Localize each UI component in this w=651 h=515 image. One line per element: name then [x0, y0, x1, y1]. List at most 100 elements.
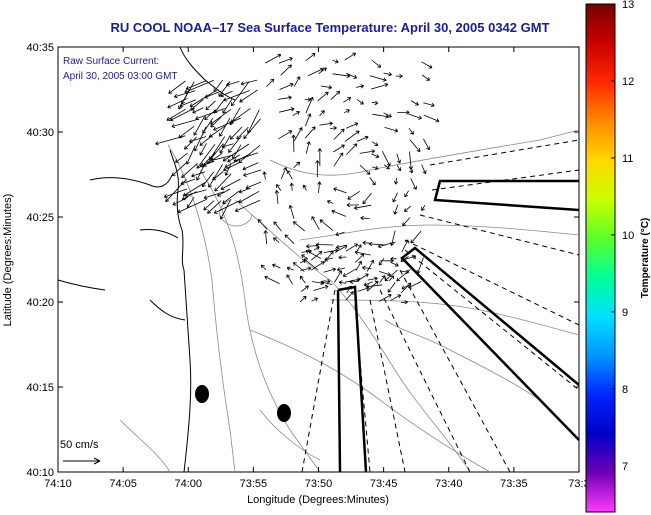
current-vector	[177, 198, 207, 214]
current-vector	[236, 126, 249, 140]
current-vector	[274, 190, 280, 204]
current-vector	[384, 164, 390, 170]
current-vector	[190, 99, 204, 111]
scale-label: 50 cm/s	[60, 439, 99, 451]
current-vector	[201, 171, 214, 188]
y-axis-label: Latitude (Degrees:Minutes)	[2, 194, 14, 327]
current-vector	[221, 143, 234, 149]
radar-beam-outlines	[336, 179, 580, 473]
colorbar-tick-label: 10	[622, 230, 634, 242]
current-vector	[393, 177, 399, 185]
current-vector	[238, 190, 260, 204]
current-vector	[155, 135, 186, 146]
current-vector	[313, 246, 320, 251]
current-vector	[185, 80, 207, 90]
current-vector	[224, 153, 251, 168]
current-vector	[196, 143, 216, 169]
current-vector	[243, 118, 261, 139]
current-vector	[279, 107, 295, 113]
current-vector	[227, 154, 240, 163]
current-vector	[318, 67, 327, 75]
current-vector	[333, 128, 345, 140]
current-vector	[219, 198, 232, 220]
colorbar-tick-label: 11	[622, 153, 633, 165]
current-vector	[371, 100, 379, 106]
current-vector	[212, 171, 224, 181]
colorbar-tick-label: 12	[622, 76, 634, 88]
current-vector	[230, 108, 251, 124]
current-vector	[213, 79, 223, 93]
current-vector	[264, 275, 280, 284]
current-vector	[301, 285, 309, 292]
current-vector	[179, 99, 196, 108]
current-vector	[366, 280, 379, 292]
current-vector	[207, 200, 222, 214]
y-tick-label: 40:35	[26, 42, 54, 54]
current-vector	[346, 202, 360, 208]
current-vector	[377, 241, 396, 249]
current-vector	[317, 91, 329, 102]
current-vector	[311, 216, 320, 230]
current-vector	[402, 217, 411, 227]
current-vector	[208, 164, 223, 188]
colorbar-tick-label: 9	[622, 307, 628, 319]
current-vector	[319, 110, 325, 117]
current-vector	[184, 136, 197, 150]
current-vector	[230, 81, 250, 107]
current-vector	[387, 282, 396, 293]
current-vector	[317, 181, 322, 194]
current-vector	[369, 75, 387, 82]
current-vector	[390, 261, 399, 267]
current-vector	[371, 59, 382, 68]
current-vector	[404, 205, 412, 212]
current-vector	[345, 243, 359, 252]
current-vector	[356, 273, 369, 282]
current-vector	[243, 169, 261, 177]
current-vector	[362, 240, 370, 246]
station-dot	[195, 385, 209, 403]
current-vector	[205, 100, 216, 111]
current-vector	[344, 52, 357, 61]
current-vector	[277, 95, 292, 100]
current-vector	[210, 154, 234, 163]
current-vector	[383, 72, 392, 77]
current-vector	[359, 164, 371, 175]
current-vector	[213, 200, 240, 214]
current-vector	[168, 80, 186, 94]
colorbar-tick-label: 8	[622, 384, 628, 396]
current-vector	[219, 117, 231, 137]
current-vector	[319, 121, 333, 126]
current-vector	[381, 151, 391, 167]
current-vector	[180, 178, 196, 186]
current-vector-field	[155, 52, 440, 305]
current-vector	[334, 270, 342, 283]
current-vector	[399, 269, 410, 274]
current-annotation-title: Raw Surface Current:	[63, 56, 159, 67]
current-vector	[371, 141, 379, 146]
x-axis-ticks: 74:10 74:05 74:00 73:55 73:50 73:45 73:40 73:35…	[44, 47, 590, 490]
current-vector	[423, 102, 435, 108]
current-vector	[234, 199, 261, 213]
colorbar-tick-label: 13	[622, 0, 634, 11]
current-vector	[276, 184, 282, 191]
current-vector	[347, 190, 361, 200]
current-vector	[222, 190, 240, 204]
current-vector	[173, 90, 196, 99]
current-vector	[370, 82, 389, 90]
y-tick-label: 40:15	[26, 382, 54, 394]
current-vector	[362, 192, 372, 205]
current-vector	[317, 148, 323, 167]
current-vector	[299, 295, 307, 303]
current-vector	[372, 165, 379, 171]
current-vector	[362, 265, 372, 271]
current-vector	[210, 108, 232, 125]
current-vector	[332, 59, 339, 64]
current-vector	[336, 267, 345, 272]
current-vector	[279, 82, 294, 90]
current-vector	[409, 166, 414, 174]
current-vector	[378, 258, 385, 266]
current-vector	[181, 163, 198, 178]
current-vector	[257, 219, 268, 230]
current-vector	[323, 250, 334, 263]
current-vector	[333, 144, 345, 153]
